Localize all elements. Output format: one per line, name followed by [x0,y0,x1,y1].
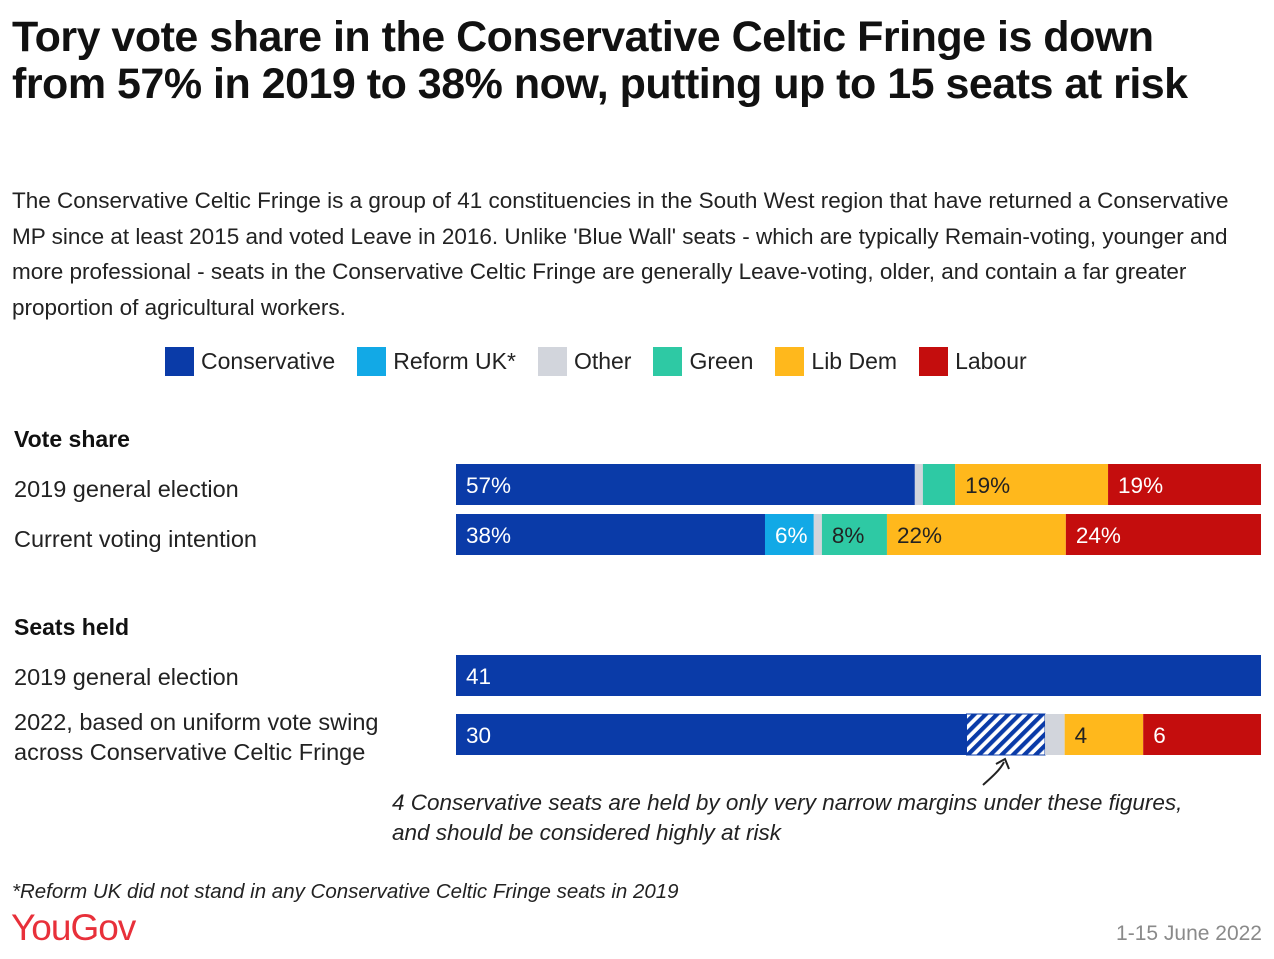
legend-item-labour: Labour [919,346,1027,376]
bar-segment-lib-dem [886,514,1066,555]
chart-subtitle: The Conservative Celtic Fringe is a grou… [12,188,1229,320]
data-label: 41 [466,664,491,689]
legend-item-libdem: Lib Dem [775,346,898,376]
legend-label: Other [573,347,632,374]
bar-segment-other [813,514,822,555]
annotation-arrow [982,761,1005,786]
row-label-seats-2022: 2022, based on uniform vote swing across… [14,709,379,765]
bar-segment-labour [1108,464,1261,505]
legend-swatch-green [653,346,683,376]
legend-item-reform: Reform UK* [357,346,516,376]
data-label: 30 [466,723,491,748]
legend-label: Lib Dem [811,347,898,374]
bar-segment-conservative [456,464,915,505]
bar-segment-green [821,514,887,555]
legend-item-other: Other [537,346,632,376]
data-label: 6% [775,523,808,548]
data-label: 6 [1153,723,1166,748]
legend-label: Reform UK* [393,347,516,374]
bar-segment-other [914,464,923,505]
bar-segment-conservative [456,714,967,755]
date-label: 1-15 June 2022 [1116,922,1262,945]
row-label-seats-2019: 2019 general election [14,664,239,690]
data-label: 38% [466,523,511,548]
legend-swatch-conservative [165,346,194,376]
section-title-seats-held: Seats held [14,614,130,640]
legend-label: Labour [955,347,1027,374]
row-label-vote-current: Current voting intention [14,526,257,552]
section-title-vote-share: Vote share [14,426,130,452]
legend-swatch-labour [919,346,949,376]
bar-segment-other [1045,714,1065,755]
row-label-vote-2019: 2019 general election [14,476,239,502]
chart-title: Tory vote share in the Conservative Celt… [12,13,1188,108]
data-label: 22% [897,523,942,548]
legend-swatch-reform [357,346,387,376]
legend-label: Green [689,347,754,374]
legend: Conservative Reform UK* Other Green Lib … [165,345,1049,377]
legend-item-conservative: Conservative [165,346,336,376]
bar-segment-labour [1065,514,1261,555]
data-label: 57% [466,473,511,498]
bar-segment-conservative [456,514,765,555]
bar-segment-green [922,464,956,505]
data-label: 19% [965,473,1010,498]
annotation-text: 4 Conservative seats are held by only ve… [392,790,1183,845]
bar-segment-lib-dem [1064,714,1144,755]
data-label: 19% [1118,473,1163,498]
yougov-logo: YouGov [11,907,136,948]
bar-segment-reform-uk [764,514,814,555]
annotation-arrowhead [995,757,1010,770]
data-label: 4 [1075,723,1088,748]
legend-swatch-libdem [775,346,805,376]
legend-item-green: Green [653,346,754,376]
legend-label: Conservative [201,347,336,374]
bar-segment-conservative [456,655,1261,696]
bar-segment-conservative-highly-at-risk [965,713,1046,756]
data-label: 24% [1076,523,1121,548]
footnote: *Reform UK did not stand in any Conserva… [12,880,679,903]
bar-segment-labour [1143,714,1261,755]
bar-segment-lib-dem [955,464,1109,505]
legend-swatch-other [537,346,567,376]
data-label: 8% [832,523,865,548]
